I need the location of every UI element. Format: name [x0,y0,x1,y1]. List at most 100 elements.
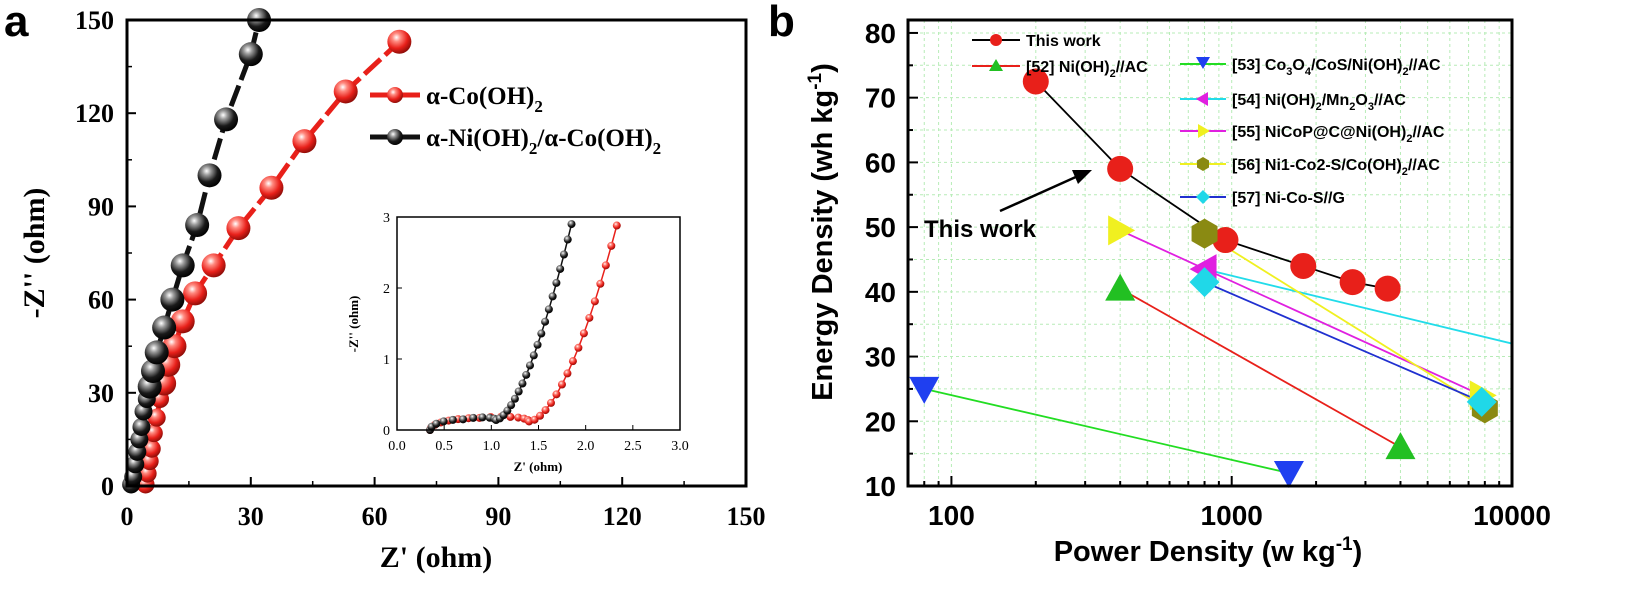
panel-a-x-tick-label: 90 [485,502,511,531]
panel-a-point [259,175,284,200]
panel-b-y-tick-label: 70 [865,83,896,114]
panel-a-point [183,281,208,306]
panel-a-legend: α-Co(OH)2 α-Ni(OH)2/α-Co(OH)2 [370,83,661,158]
panel-b-point [1189,267,1220,298]
panel-a-y-axis-label: -Z'' (ohm) [18,188,51,319]
panel-b-y-tick-label: 40 [865,277,896,308]
inset-x-tick-label: 0.5 [435,439,453,454]
inset-point [585,313,594,322]
panel-b-series-line [1204,268,1512,345]
panel-a-x-tick-label: 0 [121,502,134,531]
inset-y-tick-label: 0 [383,424,390,439]
inset-point [546,398,555,407]
panel-b-point [1108,215,1136,246]
panel-a-point [185,213,210,238]
panel-a-y-tick-label: 150 [75,6,114,35]
inset-point [529,351,538,360]
legend-label-ref54: [54] Ni(OH)2/Mn2O3//AC [1232,92,1406,113]
inset-point [506,412,515,421]
panel-a-frame [125,18,748,488]
inset-point [518,379,527,388]
inset-point [574,343,583,352]
panel-b-y-tick-label: 60 [865,147,896,178]
this-work-annotation: This work [924,170,1092,243]
inset-y-tick-label: 2 [383,282,390,297]
inset-point [563,235,572,244]
inset-x-tick-label: 3.0 [671,439,689,454]
inset-point [548,292,557,301]
inset-point [607,241,616,250]
legend-entry-ref54: [54] Ni(OH)2/Mn2O3//AC [1180,92,1406,113]
panel-a-point [152,315,177,340]
legend-label-ref57: [57] Ni-Co-S//G [1232,190,1345,207]
panel-b-frame [906,18,1514,488]
panel-b-point [1105,273,1136,301]
inset-point [552,278,561,287]
annotation-arrow [999,174,1079,213]
legend-entry-ref53: [53] Co3O4/CoS/Ni(OH)2//AC [1180,57,1441,78]
inset-point [514,387,523,396]
panel-b-y-tick-label: 30 [865,342,896,373]
panel-b-point [1191,218,1218,249]
panel-b-series-line [1119,287,1401,448]
legend-label-ni-co-oh2: α-Ni(OH)2/α-Co(OH)2 [426,125,661,158]
panel-b-tick-labels: 100 1000 10000 10 20 30 40 50 60 70 80 [865,18,1551,531]
panel-label-b: b [768,0,795,46]
inset-point [448,415,457,424]
panel-b-x-tick-label: 1000 [1201,500,1263,531]
panel-b-series-line [1204,232,1486,410]
inset-point [514,413,523,422]
panel-a-point [144,340,169,365]
panel-b-y-tick-label: 10 [865,471,896,502]
panel-b-point [1212,227,1239,254]
inset-y-axis-label: -Z'' (ohm) [346,296,361,353]
legend-label-this-work: This work [1026,33,1101,50]
legend-entry-co-oh2: α-Co(OH)2 [370,83,543,116]
panel-a-x-tick-label: 30 [238,502,264,531]
inset-point [590,297,599,306]
inset-point [596,279,605,288]
inset-frame [396,216,681,431]
inset-point [478,413,487,422]
panel-b-y-tick-label: 50 [865,212,896,243]
panel-b: b 100 1000 10000 10 20 30 40 50 60 70 80 Power Den… [768,0,1551,568]
panel-b-y-axis-label: Energy Density (wh kg-1) [805,63,839,401]
panel-b-points [909,68,1498,489]
panel-a-points [122,8,412,494]
panel-b-series-line [1204,281,1483,403]
panel-a-x-axis-label: Z' (ohm) [380,541,493,574]
panel-label-a: a [4,0,29,46]
inset-x-tick-label: 2.5 [624,439,642,454]
panel-a-point [197,163,222,188]
inset-x-tick-label: 0.0 [388,439,406,454]
panel-b-x-tick-label: 10000 [1473,500,1551,531]
panel-a-point [333,79,358,104]
panel-a-point [214,107,239,132]
inset-point [432,419,441,428]
annotation-text: This work [924,216,1037,243]
panel-b-y-tick-label: 20 [865,406,896,437]
panel-a-point [132,417,151,436]
legend-entry-ref52: [52] Ni(OH)2//AC [972,59,1148,80]
inset-point [459,415,468,424]
inset-point [544,305,553,314]
inset-x-tick-label: 1.0 [483,439,501,454]
panel-a-y-tick-label: 90 [88,192,114,221]
panel-b-grid [907,20,1513,487]
inset-point [601,261,610,270]
legend-label-ref55: [55] NiCoP@C@Ni(OH)2//AC [1232,124,1445,145]
panel-b-point [1374,275,1401,302]
panel-b-x-tick-label: 100 [928,500,975,531]
panel-a-x-tick-label: 120 [603,502,642,531]
inset-x-axis-label: Z' (ohm) [514,459,563,474]
panel-a-point [226,216,251,241]
inset-point [537,329,546,338]
panel-a-point [160,287,185,312]
panel-a-y-tick-label: 30 [88,379,114,408]
legend-label-ref52: [52] Ni(OH)2//AC [1026,59,1148,80]
inset-points [426,220,621,434]
inset-point [557,380,566,389]
panel-a-y-tick-label: 0 [101,472,114,501]
inset-point [536,411,545,420]
panel-a-point [387,29,412,54]
